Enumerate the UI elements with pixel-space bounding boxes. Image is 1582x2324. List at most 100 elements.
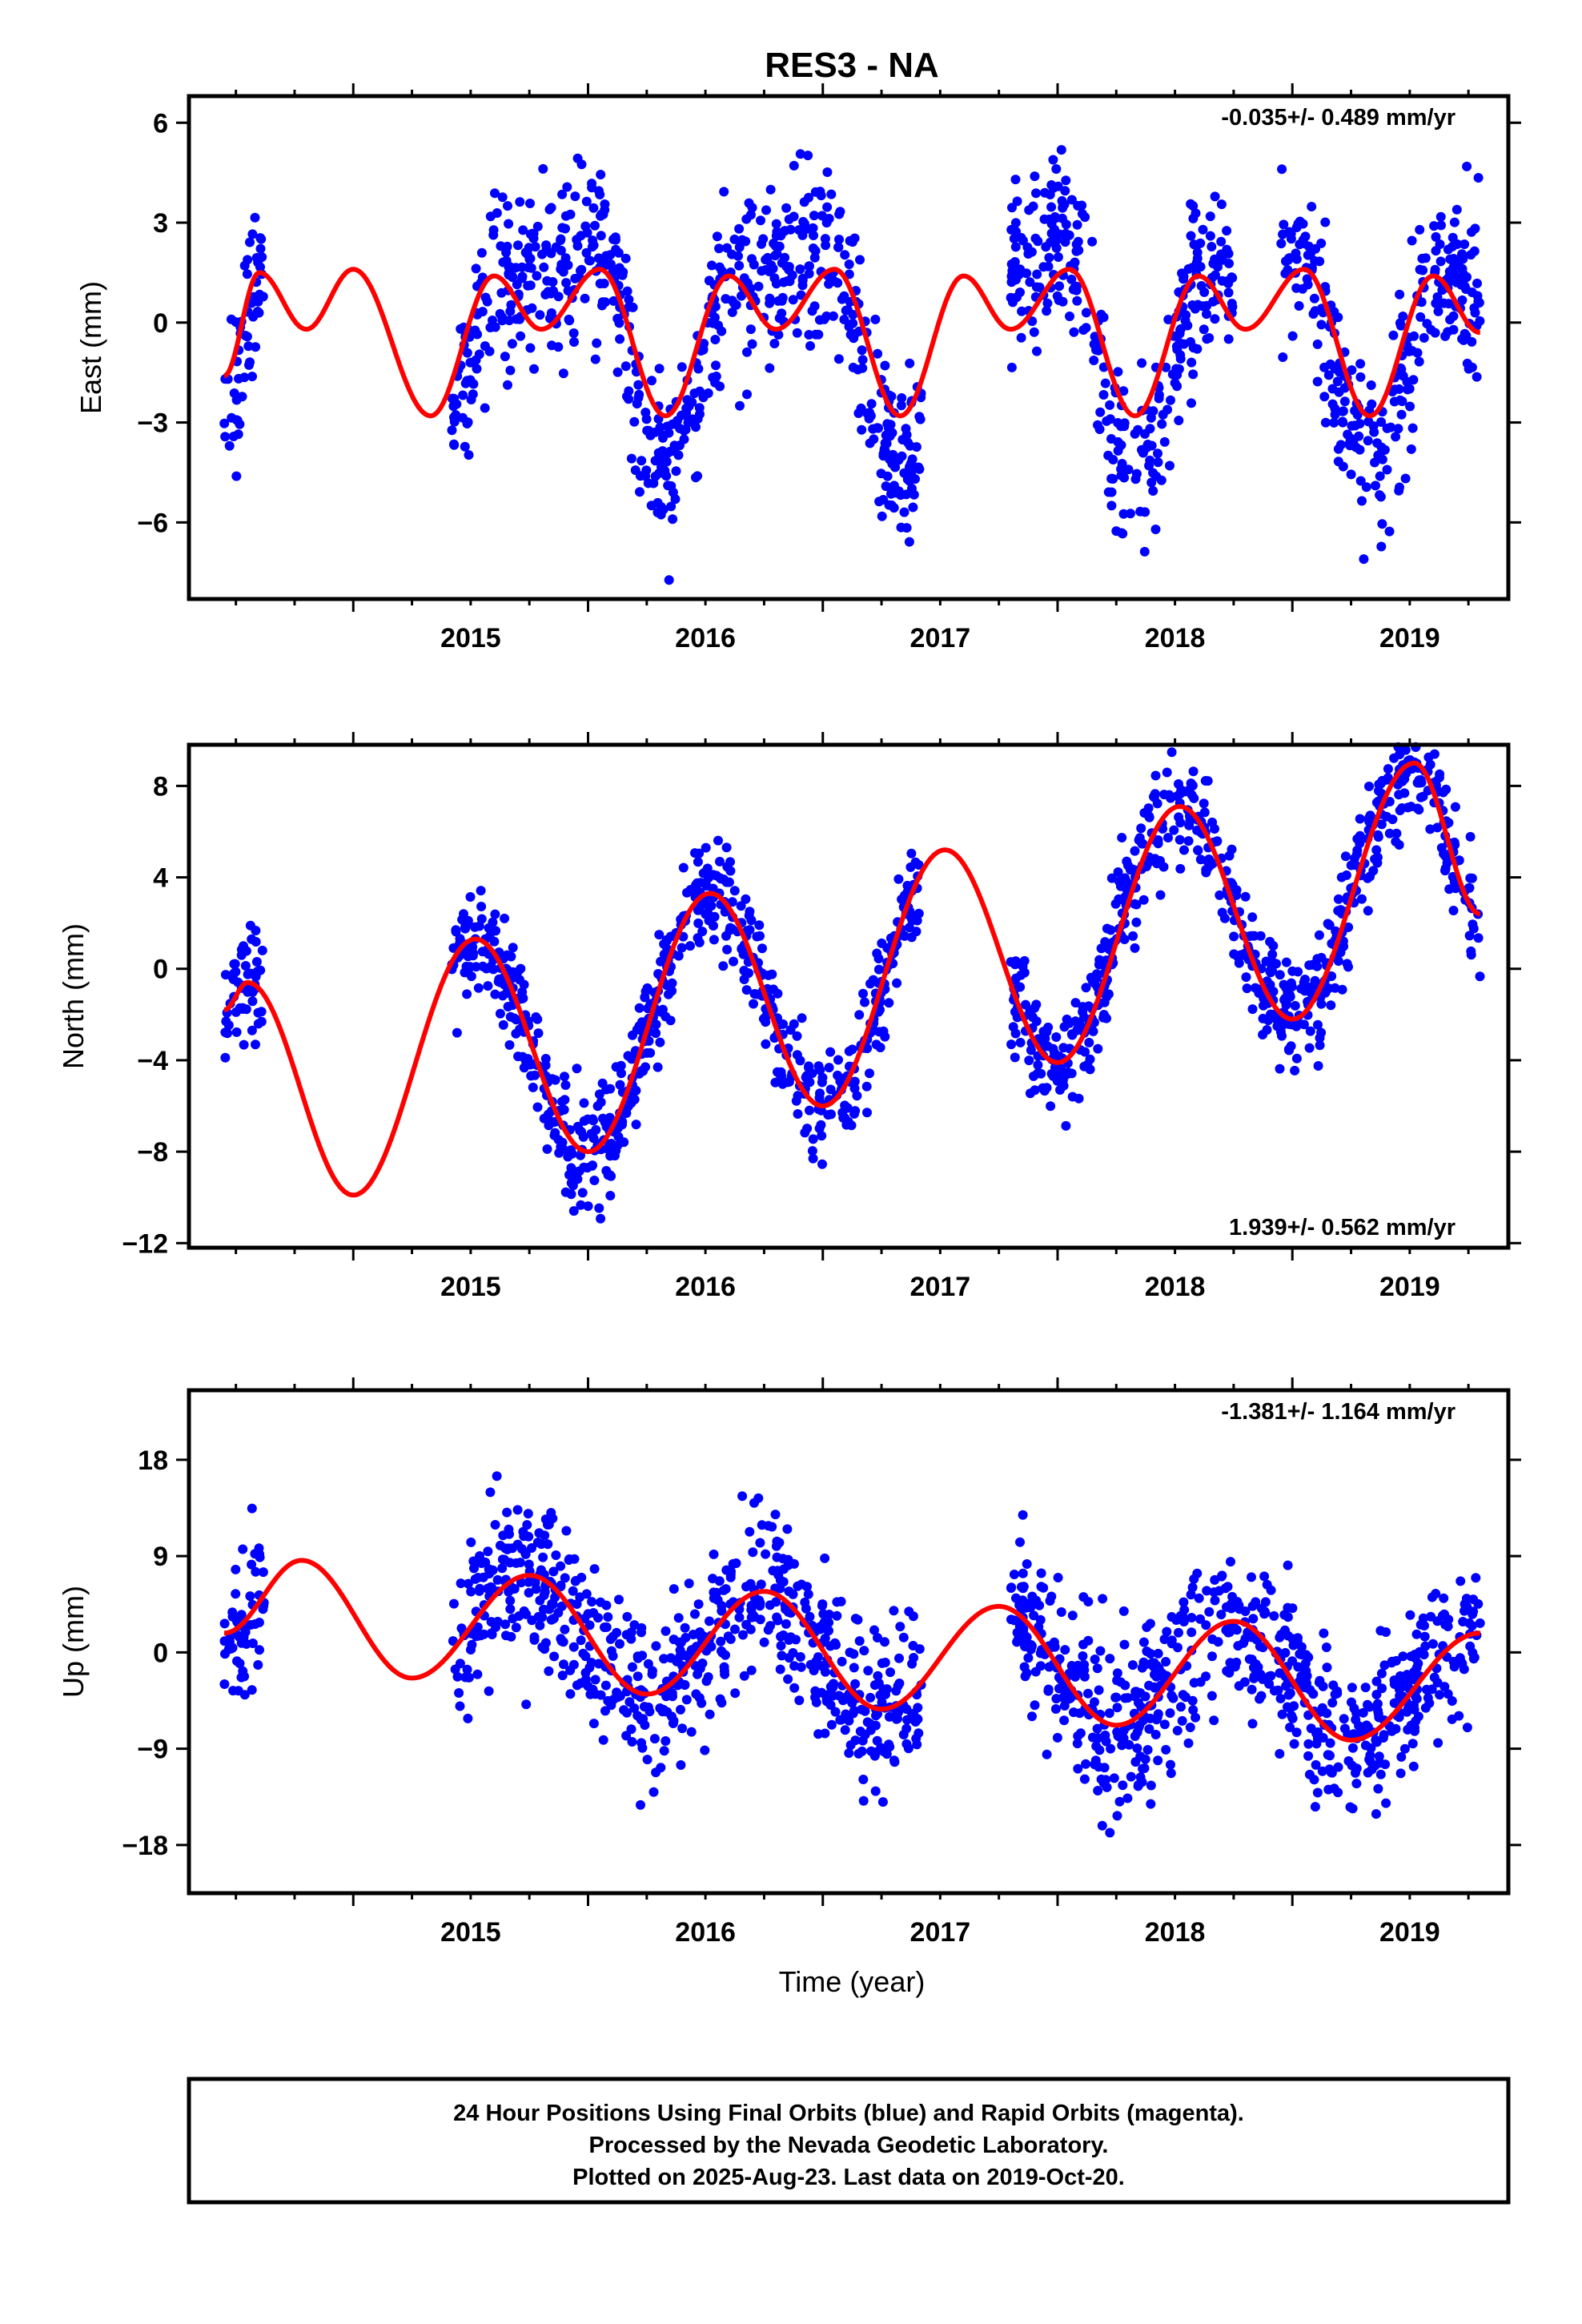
data-point	[769, 984, 778, 995]
data-point	[463, 1713, 473, 1723]
data-point	[796, 1662, 806, 1672]
data-point	[1192, 344, 1203, 354]
data-point	[527, 303, 537, 313]
data-point	[1395, 747, 1406, 757]
data-point	[791, 1634, 801, 1645]
data-point	[809, 211, 819, 221]
data-point	[1149, 792, 1159, 802]
data-point	[620, 253, 631, 263]
data-point	[661, 1736, 671, 1746]
data-point	[1283, 265, 1293, 275]
data-point	[1130, 846, 1140, 856]
data-point	[885, 1667, 895, 1678]
data-point	[907, 1659, 917, 1669]
data-point	[700, 1745, 710, 1755]
data-point	[1313, 1019, 1323, 1030]
data-point	[1293, 967, 1303, 977]
data-point	[558, 267, 568, 277]
data-point	[449, 1598, 459, 1609]
data-point	[1435, 211, 1446, 222]
data-point	[772, 1612, 782, 1622]
data-point	[247, 229, 258, 239]
data-point	[763, 1625, 773, 1635]
data-point	[1403, 802, 1413, 813]
data-point	[1329, 417, 1339, 428]
data-point	[559, 1659, 568, 1670]
data-point	[761, 1012, 771, 1023]
data-point	[1204, 333, 1215, 343]
data-point	[1325, 1738, 1335, 1748]
data-point	[1119, 418, 1130, 428]
data-point	[880, 360, 890, 371]
data-point	[245, 1591, 255, 1602]
data-point	[532, 221, 543, 231]
data-point	[255, 1645, 264, 1655]
data-point	[1106, 501, 1117, 511]
data-point	[1144, 1724, 1154, 1734]
data-point	[1358, 1707, 1368, 1718]
data-point	[1275, 1632, 1285, 1642]
data-point	[254, 1543, 264, 1554]
data-point	[615, 1080, 625, 1090]
data-point	[569, 337, 579, 347]
data-point	[1303, 1751, 1314, 1761]
data-point	[765, 298, 775, 308]
data-point	[1155, 890, 1166, 900]
data-point	[522, 1520, 532, 1530]
data-point	[865, 411, 876, 421]
data-point	[620, 361, 631, 372]
data-point	[588, 203, 599, 213]
data-point	[497, 316, 508, 326]
up-plot-frame	[187, 1388, 1511, 1896]
data-point	[1412, 348, 1423, 358]
data-point	[485, 1487, 496, 1498]
data-point	[1069, 327, 1079, 337]
data-point	[707, 260, 717, 271]
data-point	[1384, 797, 1395, 806]
data-point	[739, 1671, 749, 1681]
data-point	[1378, 445, 1388, 456]
data-point	[1023, 1653, 1034, 1663]
data-point	[1320, 217, 1331, 227]
data-point	[1383, 764, 1393, 774]
data-point	[255, 965, 266, 975]
data-point	[676, 1760, 686, 1770]
data-point	[523, 1509, 533, 1519]
data-point	[1357, 894, 1367, 904]
data-point	[560, 1573, 570, 1583]
data-point	[503, 1002, 513, 1011]
data-point	[694, 848, 705, 858]
data-point	[901, 1739, 912, 1749]
data-point	[1201, 865, 1211, 875]
data-point	[632, 1671, 643, 1682]
data-point	[1016, 332, 1026, 343]
data-point	[564, 316, 575, 326]
data-point	[516, 331, 526, 341]
data-point	[845, 1647, 855, 1658]
data-point	[1112, 1811, 1122, 1821]
y-tick-label: 8	[153, 771, 168, 802]
data-point	[866, 399, 877, 409]
data-point	[465, 892, 476, 902]
data-point	[1216, 1610, 1227, 1620]
data-point	[1114, 1796, 1125, 1807]
data-point	[709, 1587, 719, 1598]
data-point	[255, 262, 265, 272]
data-point	[1303, 250, 1313, 260]
data-point	[1009, 1570, 1019, 1579]
data-point	[1072, 1739, 1082, 1749]
data-point	[1175, 1610, 1186, 1621]
data-point	[1355, 372, 1366, 382]
data-point	[1060, 186, 1070, 196]
data-point	[681, 1695, 692, 1705]
data-point	[1407, 423, 1418, 433]
data-point	[808, 1134, 818, 1144]
data-point	[1348, 437, 1359, 448]
data-point	[531, 1012, 541, 1022]
data-point	[1465, 1641, 1476, 1651]
data-point	[1011, 227, 1021, 237]
data-point	[882, 471, 893, 481]
data-point	[1240, 1634, 1251, 1644]
data-point	[1285, 1688, 1295, 1699]
data-point	[1316, 1027, 1327, 1038]
